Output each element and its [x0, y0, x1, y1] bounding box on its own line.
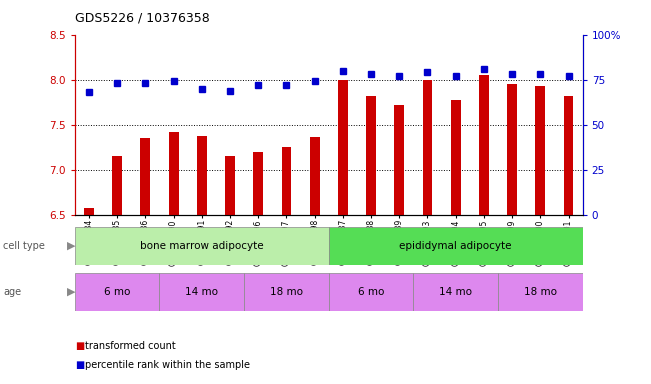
Bar: [310, 137, 320, 215]
Text: GDS5226 / 10376358: GDS5226 / 10376358: [75, 12, 210, 25]
Bar: [498, 273, 583, 311]
Bar: [479, 75, 489, 215]
Text: 14 mo: 14 mo: [186, 287, 218, 297]
Bar: [422, 80, 432, 215]
Text: 18 mo: 18 mo: [524, 287, 557, 297]
Bar: [535, 86, 546, 215]
Bar: [159, 273, 244, 311]
Text: ■: ■: [75, 360, 84, 370]
Bar: [197, 136, 207, 215]
Bar: [75, 273, 159, 311]
Text: ▶: ▶: [67, 241, 76, 251]
Text: ■: ■: [75, 341, 84, 351]
Bar: [75, 227, 329, 265]
Text: transformed count: transformed count: [85, 341, 175, 351]
Bar: [338, 80, 348, 215]
Bar: [564, 96, 574, 215]
Text: 6 mo: 6 mo: [104, 287, 130, 297]
Text: 14 mo: 14 mo: [439, 287, 472, 297]
Text: cell type: cell type: [3, 241, 45, 251]
Bar: [329, 227, 583, 265]
Bar: [413, 273, 498, 311]
Bar: [507, 84, 517, 215]
Bar: [225, 156, 235, 215]
Bar: [112, 156, 122, 215]
Bar: [329, 273, 413, 311]
Bar: [395, 105, 404, 215]
Bar: [84, 208, 94, 215]
Text: epididymal adipocyte: epididymal adipocyte: [400, 241, 512, 251]
Text: bone marrow adipocyte: bone marrow adipocyte: [140, 241, 264, 251]
Bar: [244, 273, 329, 311]
Text: ▶: ▶: [67, 287, 76, 297]
Bar: [169, 132, 178, 215]
Text: percentile rank within the sample: percentile rank within the sample: [85, 360, 249, 370]
Text: 18 mo: 18 mo: [270, 287, 303, 297]
Bar: [450, 99, 461, 215]
Text: 6 mo: 6 mo: [358, 287, 384, 297]
Bar: [253, 152, 263, 215]
Text: age: age: [3, 287, 21, 297]
Bar: [141, 138, 150, 215]
Bar: [281, 147, 292, 215]
Bar: [366, 96, 376, 215]
